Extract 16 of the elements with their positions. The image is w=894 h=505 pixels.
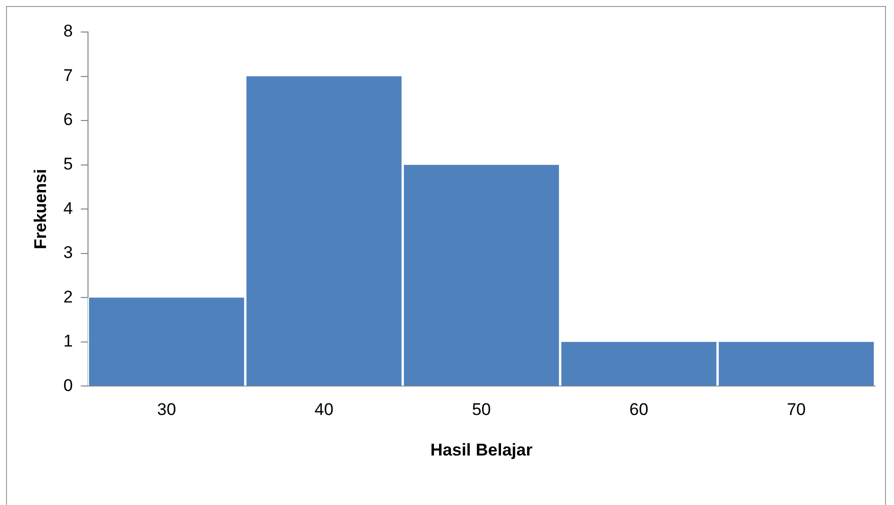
x-tick-label: 30 [157, 400, 176, 420]
y-tick-label: 7 [63, 66, 73, 85]
x-tick-label: 50 [472, 400, 491, 420]
y-tick-label: 8 [63, 22, 73, 41]
x-axis-title: Hasil Belajar [430, 440, 533, 460]
y-tick-label: 0 [63, 376, 73, 395]
y-tick-label: 3 [63, 243, 73, 262]
y-tick-label: 2 [63, 287, 73, 306]
y-tick-label: 6 [63, 110, 73, 130]
x-tick-label: 60 [629, 400, 648, 420]
x-tick-label: 40 [314, 400, 334, 420]
y-tick-label: 1 [63, 332, 73, 351]
y-tick-label: 4 [63, 198, 73, 218]
x-tick-label: 70 [786, 400, 806, 420]
y-axis-title: Frekuensi [30, 168, 50, 250]
y-tick-label: 5 [63, 154, 73, 174]
